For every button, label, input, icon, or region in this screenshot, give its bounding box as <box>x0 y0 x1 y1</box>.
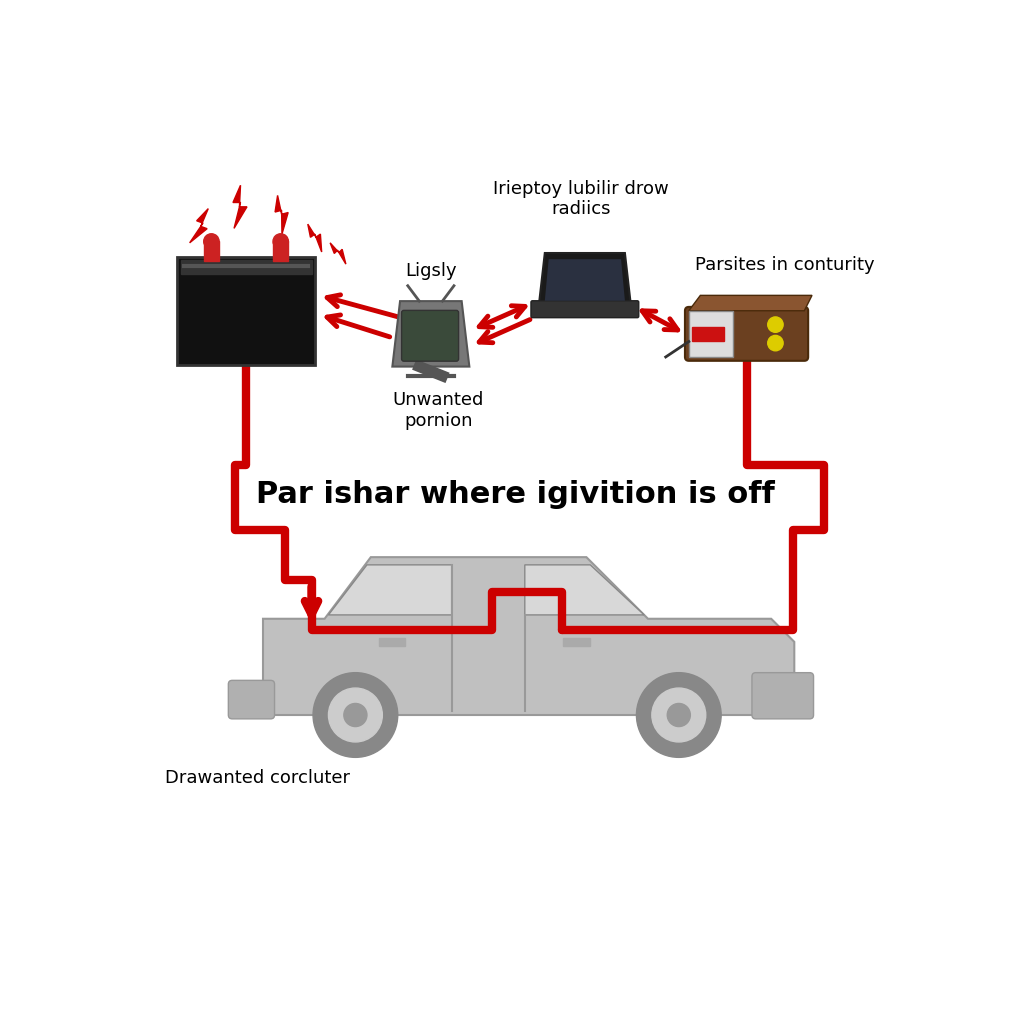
Polygon shape <box>189 209 208 243</box>
Polygon shape <box>233 185 247 228</box>
Text: Unwanted
pornion: Unwanted pornion <box>393 391 484 430</box>
Bar <box>692 327 724 341</box>
FancyBboxPatch shape <box>177 257 315 365</box>
FancyBboxPatch shape <box>752 673 813 719</box>
Circle shape <box>668 703 690 727</box>
Polygon shape <box>392 301 469 367</box>
Text: Irieptoy lubilir drow
radiics: Irieptoy lubilir drow radiics <box>494 179 669 218</box>
Circle shape <box>273 233 289 249</box>
Polygon shape <box>308 224 322 252</box>
Polygon shape <box>263 557 795 715</box>
FancyBboxPatch shape <box>401 310 459 361</box>
Polygon shape <box>275 196 288 234</box>
Bar <box>204 242 219 261</box>
Circle shape <box>344 703 367 727</box>
Bar <box>273 242 289 261</box>
Bar <box>379 638 406 646</box>
Circle shape <box>204 233 219 249</box>
Polygon shape <box>689 295 812 310</box>
Text: Parsites in conturity: Parsites in conturity <box>695 256 874 273</box>
Polygon shape <box>524 565 644 614</box>
Polygon shape <box>329 565 452 614</box>
FancyBboxPatch shape <box>228 680 274 719</box>
Circle shape <box>637 673 721 758</box>
FancyBboxPatch shape <box>531 301 639 317</box>
Text: Par ishar where igivition is off: Par ishar where igivition is off <box>256 479 775 509</box>
Circle shape <box>768 316 783 333</box>
Circle shape <box>329 688 382 742</box>
Text: Drawanted corcluter: Drawanted corcluter <box>165 769 350 786</box>
Bar <box>563 638 590 646</box>
Polygon shape <box>330 243 346 264</box>
Bar <box>180 260 311 273</box>
Circle shape <box>313 673 397 758</box>
Polygon shape <box>545 259 625 301</box>
FancyBboxPatch shape <box>689 310 733 357</box>
Polygon shape <box>539 253 631 307</box>
Circle shape <box>652 688 706 742</box>
Circle shape <box>768 336 783 351</box>
FancyBboxPatch shape <box>685 307 808 360</box>
Text: Ligsly: Ligsly <box>406 261 457 280</box>
